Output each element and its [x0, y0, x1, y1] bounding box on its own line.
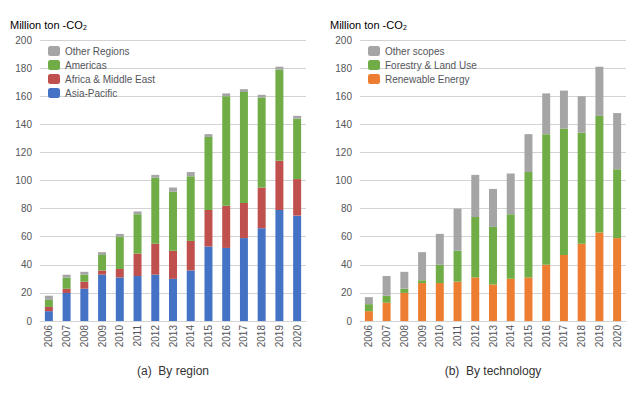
svg-text:200: 200 [335, 35, 352, 46]
svg-text:2014: 2014 [185, 325, 196, 348]
svg-text:2007: 2007 [61, 325, 72, 348]
svg-text:Million ton -CO₂: Million ton -CO₂ [10, 19, 87, 31]
svg-text:100: 100 [335, 175, 352, 186]
svg-text:Africa & Middle East: Africa & Middle East [65, 74, 155, 85]
svg-text:Other scopes: Other scopes [385, 46, 444, 57]
svg-text:40: 40 [341, 259, 353, 270]
svg-text:2013: 2013 [168, 325, 179, 348]
svg-text:2010: 2010 [114, 325, 125, 348]
svg-text:2006: 2006 [43, 325, 54, 348]
svg-text:2011: 2011 [132, 325, 143, 347]
svg-text:100: 100 [15, 175, 32, 186]
svg-text:120: 120 [335, 147, 352, 158]
svg-text:2018: 2018 [576, 325, 587, 348]
svg-text:2015: 2015 [523, 325, 534, 348]
svg-text:180: 180 [15, 63, 32, 74]
svg-text:160: 160 [15, 91, 32, 102]
svg-text:80: 80 [21, 203, 33, 214]
svg-text:2012: 2012 [470, 325, 481, 348]
svg-text:Million ton -CO₂: Million ton -CO₂ [330, 19, 407, 31]
svg-text:0: 0 [26, 316, 32, 327]
svg-text:2018: 2018 [256, 325, 267, 348]
svg-text:2020: 2020 [292, 325, 303, 348]
svg-text:(b) By technology: (b) By technology [445, 364, 542, 378]
svg-text:40: 40 [21, 259, 33, 270]
svg-text:(a) By region: (a) By region [137, 364, 209, 378]
svg-text:160: 160 [335, 91, 352, 102]
svg-text:2019: 2019 [274, 325, 285, 348]
svg-text:2008: 2008 [399, 325, 410, 348]
svg-text:20: 20 [21, 287, 33, 298]
svg-text:Asia-Pacific: Asia-Pacific [65, 88, 117, 99]
svg-text:2007: 2007 [381, 325, 392, 348]
svg-text:120: 120 [15, 147, 32, 158]
svg-text:2017: 2017 [238, 325, 249, 348]
svg-text:2010: 2010 [434, 325, 445, 348]
svg-text:2014: 2014 [505, 325, 516, 348]
svg-text:Other Regions: Other Regions [65, 46, 129, 57]
svg-text:0: 0 [346, 316, 352, 327]
svg-text:2013: 2013 [488, 325, 499, 348]
svg-text:2016: 2016 [541, 325, 552, 348]
svg-text:2016: 2016 [221, 325, 232, 348]
svg-text:140: 140 [15, 119, 32, 130]
svg-text:2012: 2012 [150, 325, 161, 348]
svg-text:2019: 2019 [594, 325, 605, 348]
svg-text:2006: 2006 [363, 325, 374, 348]
svg-text:60: 60 [341, 231, 353, 242]
svg-text:2011: 2011 [452, 325, 463, 347]
svg-text:Forestry & Land Use: Forestry & Land Use [385, 60, 477, 71]
svg-text:140: 140 [335, 119, 352, 130]
svg-text:20: 20 [341, 287, 353, 298]
svg-text:2008: 2008 [79, 325, 90, 348]
svg-text:80: 80 [341, 203, 353, 214]
svg-text:2009: 2009 [97, 325, 108, 348]
svg-text:2017: 2017 [558, 325, 569, 348]
svg-text:200: 200 [15, 35, 32, 46]
svg-text:2020: 2020 [612, 325, 623, 348]
svg-text:Americas: Americas [65, 60, 107, 71]
svg-text:180: 180 [335, 63, 352, 74]
svg-text:60: 60 [21, 231, 33, 242]
svg-text:2015: 2015 [203, 325, 214, 348]
svg-text:Renewable Energy: Renewable Energy [385, 74, 470, 85]
svg-text:2009: 2009 [417, 325, 428, 348]
